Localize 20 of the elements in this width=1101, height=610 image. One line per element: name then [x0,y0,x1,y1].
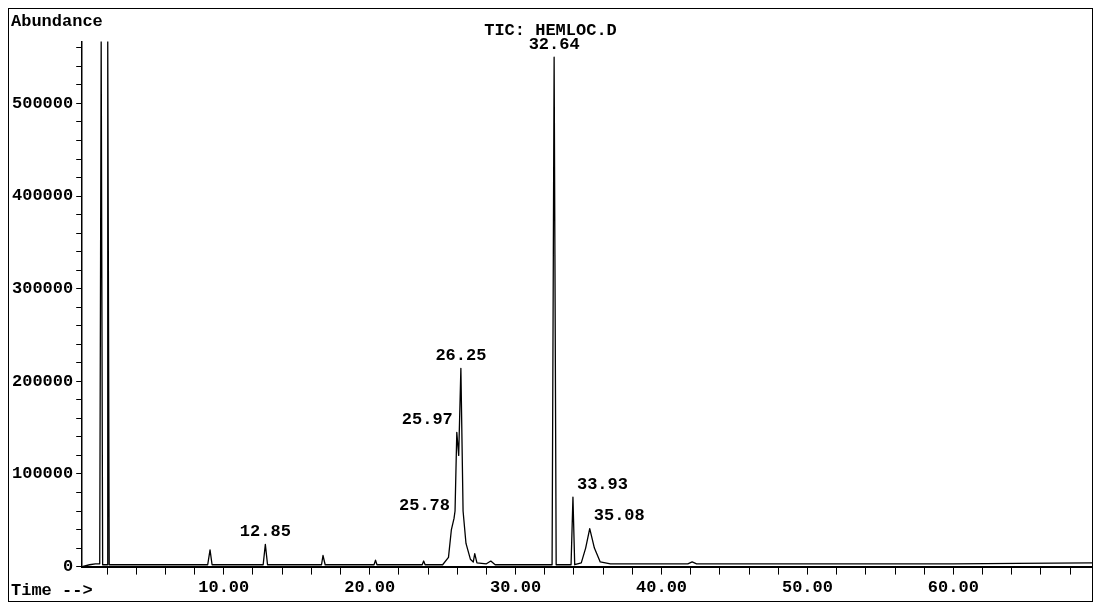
annotation: 12.85 [239,522,291,542]
y-tick-label: 300000 [11,279,74,298]
annotation: 25.78 [399,496,451,516]
annotation: 33.93 [576,474,628,494]
y-tick-label: 100000 [11,464,74,484]
annotation: 26.25 [435,346,487,366]
x-tick-label: 20.00 [344,578,396,598]
x-axis-title: Time --> [11,580,93,600]
x-tick-label: 50.00 [781,578,833,598]
x-tick-label: 40.00 [636,578,688,598]
annotation: 25.97 [401,410,453,430]
x-tick-label: 10.00 [198,578,250,598]
x-tick-label: 60.00 [927,578,979,598]
annotation: 35.08 [593,506,645,526]
x-tick-label: 30.00 [490,578,542,598]
y-tick-label: 400000 [11,186,74,206]
y-tick-label: 200000 [11,371,74,391]
y-tick-label: 500000 [11,93,74,113]
y-tick-label: 0 [63,556,74,576]
y-axis-title: Abundance [11,11,103,31]
